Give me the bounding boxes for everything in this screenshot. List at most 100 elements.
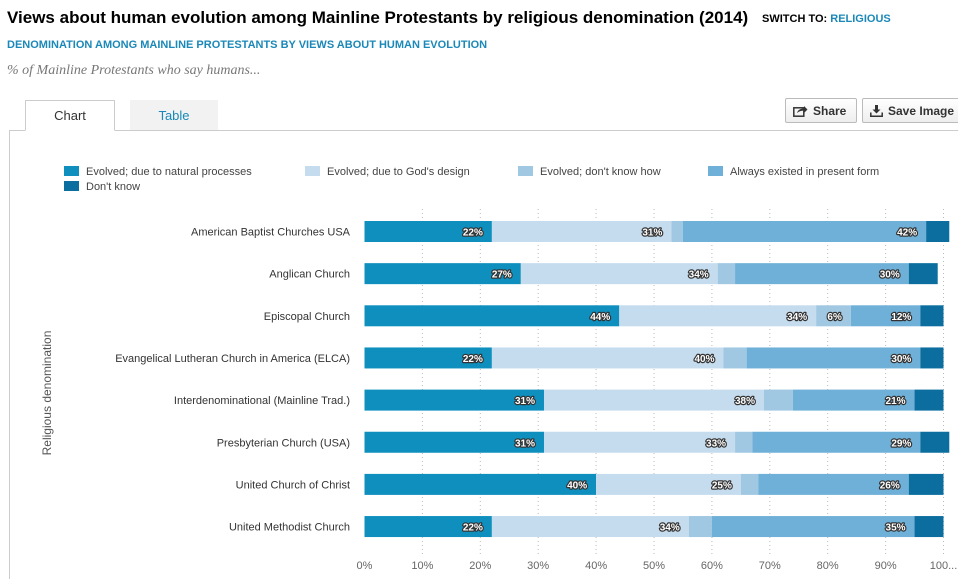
category-label: American Baptist Churches USA <box>191 227 351 239</box>
x-tick-label: 80% <box>817 560 839 572</box>
bar-segment <box>908 473 944 495</box>
bar-segment <box>764 389 793 411</box>
save-image-button[interactable]: Save Image <box>862 98 958 123</box>
bar-segment <box>491 516 689 538</box>
x-tick-label: 20% <box>469 560 491 572</box>
data-label: 25% <box>712 480 732 491</box>
bar-segment <box>920 305 944 327</box>
data-label: 34% <box>660 523 680 534</box>
bar-segment <box>491 221 672 242</box>
x-tick-label: 50% <box>643 560 665 572</box>
category-label: Anglican Church <box>269 269 350 281</box>
bar-segment <box>920 347 944 369</box>
data-label: 31% <box>515 438 535 449</box>
bar-segment <box>723 347 747 369</box>
legend-label: Always existed in present form <box>730 166 879 178</box>
data-label: 30% <box>891 354 911 365</box>
download-icon <box>870 104 883 117</box>
bar-segment <box>619 305 817 327</box>
data-label: 29% <box>891 438 911 449</box>
category-label: United Methodist Church <box>229 522 350 534</box>
bar-segment <box>491 347 724 369</box>
data-label: 31% <box>642 228 662 239</box>
x-tick-label: 90% <box>875 560 897 572</box>
bar-segment <box>364 347 492 369</box>
data-label: 34% <box>787 312 807 323</box>
x-tick-label: 10% <box>411 560 433 572</box>
tab-chart[interactable]: Chart <box>25 100 115 131</box>
switch-to: SWITCH TO: RELIGIOUS <box>762 13 891 25</box>
chart-panel: Evolved; due to natural processes Evolved… <box>9 130 958 579</box>
legend-label: Evolved; don't know how <box>540 166 661 178</box>
bar-segment <box>914 389 944 411</box>
data-label: 22% <box>463 354 483 365</box>
bar-segment <box>682 221 927 242</box>
legend-label: Don't know <box>86 181 140 193</box>
data-label: 22% <box>463 523 483 534</box>
bar-segment <box>364 473 597 495</box>
switch-religious-link[interactable]: RELIGIOUS <box>830 13 891 25</box>
bar-segment <box>850 305 921 327</box>
legend-swatch <box>708 166 723 176</box>
data-label: 21% <box>886 396 906 407</box>
bar-segment <box>671 221 683 242</box>
bar-segment <box>711 516 915 538</box>
data-label: 12% <box>891 312 911 323</box>
category-label: Evangelical Lutheran Church in America (… <box>115 353 350 365</box>
bar-segment <box>364 305 620 327</box>
legend-label: Evolved; due to God's design <box>327 166 470 178</box>
bar-segment <box>816 305 851 327</box>
data-label: 34% <box>689 270 709 281</box>
bar-segment <box>908 263 938 285</box>
x-tick-label: 70% <box>759 560 781 572</box>
bar-segment <box>364 221 492 242</box>
data-label: 42% <box>897 228 917 239</box>
denomination-views-link[interactable]: DENOMINATION AMONG MAINLINE PROTESTANTS … <box>7 39 488 51</box>
bar-segment <box>364 389 544 411</box>
data-label: 35% <box>886 523 906 534</box>
category-label: Interdenominational (Mainline Trad.) <box>174 395 350 407</box>
chart-question: % of Mainline Protestants who say humans… <box>7 63 261 78</box>
data-label: 26% <box>880 480 900 491</box>
page-title: Views about human evolution among Mainli… <box>7 8 749 27</box>
bar-segment <box>740 473 759 495</box>
data-label: 40% <box>567 480 587 491</box>
x-tick-label: 0% <box>357 560 373 572</box>
switch-label: SWITCH TO: <box>762 13 828 25</box>
bar-segment <box>364 263 521 285</box>
bar-segment <box>920 431 950 453</box>
data-label: 6% <box>827 312 842 323</box>
legend-swatch <box>64 166 79 176</box>
bar-segment <box>758 473 909 495</box>
bar-segment <box>735 431 753 453</box>
y-axis-title: Religious denomination <box>40 331 54 456</box>
data-label: 27% <box>492 270 512 281</box>
bar-segment <box>735 263 909 285</box>
data-label: 30% <box>880 270 900 281</box>
data-label: 38% <box>735 396 755 407</box>
share-button[interactable]: Share <box>785 98 857 123</box>
bar-segment <box>914 516 944 538</box>
data-label: 22% <box>463 228 483 239</box>
tab-table[interactable]: Table <box>130 100 218 131</box>
save-image-label: Save Image <box>888 103 955 118</box>
category-label: United Church of Christ <box>236 479 350 491</box>
legend-swatch <box>64 181 79 191</box>
data-label: 40% <box>694 354 714 365</box>
bar-segment <box>688 516 712 538</box>
category-label: Episcopal Church <box>264 311 350 323</box>
bar-segment <box>520 263 718 285</box>
data-label: 31% <box>515 396 535 407</box>
data-label: 44% <box>590 312 610 323</box>
legend-label: Evolved; due to natural processes <box>86 166 252 178</box>
x-tick-label: 30% <box>527 560 549 572</box>
category-label: Presbyterian Church (USA) <box>217 437 350 449</box>
stacked-bar-chart: Evolved; due to natural processes Evolved… <box>40 166 957 572</box>
legend-swatch <box>305 166 320 176</box>
bar-segment <box>752 431 921 453</box>
data-label: 33% <box>706 438 726 449</box>
x-tick-label: 60% <box>701 560 723 572</box>
bar-segment <box>543 389 765 411</box>
share-label: Share <box>813 103 847 118</box>
bar-segment <box>543 431 736 453</box>
